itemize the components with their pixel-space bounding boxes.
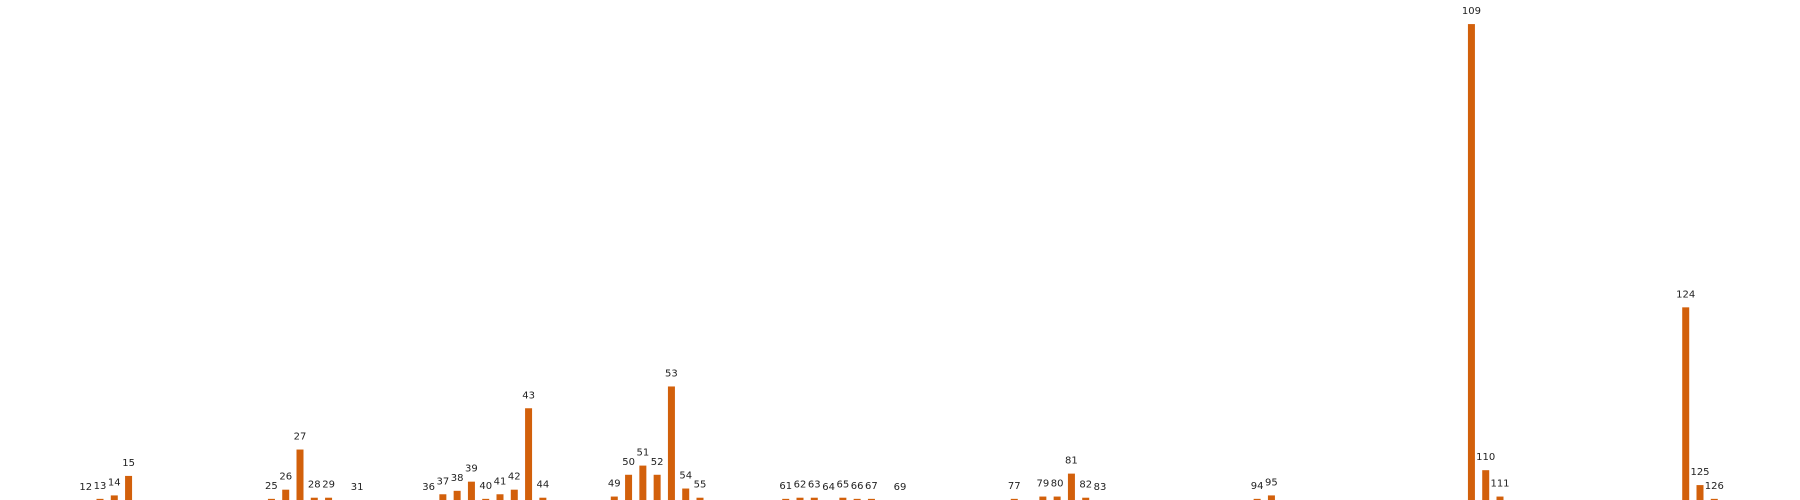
bar: [1253, 498, 1261, 500]
bar: [1067, 473, 1075, 500]
bar: [853, 498, 861, 500]
bar-label: 61: [779, 481, 792, 492]
bar-label: 50: [622, 457, 635, 468]
bar-label: 43: [522, 390, 535, 401]
bar: [610, 496, 618, 500]
bar: [1496, 496, 1504, 500]
bar-label: 80: [1051, 479, 1064, 490]
bar: [496, 494, 504, 500]
bar: [810, 497, 818, 500]
bar-label: 52: [651, 457, 664, 468]
bar-label: 95: [1265, 477, 1278, 488]
bar: [1039, 496, 1047, 500]
bar: [1696, 485, 1704, 500]
bar: [325, 497, 333, 500]
bar-label: 67: [865, 481, 878, 492]
bar-label: 44: [536, 480, 549, 491]
bar-label: 111: [1490, 479, 1509, 490]
bar: [125, 475, 133, 500]
bar: [296, 449, 304, 500]
bar-label: 54: [679, 471, 692, 482]
bar-label: 63: [808, 480, 821, 491]
bar-label: 12: [79, 482, 92, 493]
bar-label: 79: [1036, 479, 1049, 490]
bar: [1082, 497, 1090, 500]
bar: [1267, 495, 1275, 500]
bar-label: 27: [294, 432, 307, 443]
bar-label: 41: [494, 476, 507, 487]
bar: [482, 498, 490, 500]
bar: [110, 495, 118, 500]
bar-label: 126: [1705, 481, 1724, 492]
bar: [1710, 498, 1718, 500]
bar: [696, 497, 704, 500]
bar: [1682, 307, 1690, 500]
bar-label: 13: [94, 481, 107, 492]
bar-label: 69: [894, 482, 907, 493]
bar: [782, 498, 790, 500]
bar-label: 29: [322, 480, 335, 491]
bar-label: 64: [822, 482, 835, 493]
bar-label: 65: [836, 480, 849, 491]
bar-label: 62: [794, 480, 807, 491]
bar-label: 81: [1065, 456, 1078, 467]
bar: [796, 497, 804, 500]
bar-label: 40: [479, 481, 492, 492]
bar-label: 55: [694, 480, 707, 491]
bar: [310, 497, 318, 500]
bar-label: 39: [465, 464, 478, 475]
bar-label: 14: [108, 477, 121, 488]
bar: [453, 490, 461, 500]
bar-label: 42: [508, 472, 521, 483]
bar-label: 38: [451, 473, 464, 484]
bar-label: 109: [1462, 6, 1481, 17]
bar-label: 49: [608, 479, 621, 490]
bar: [867, 498, 875, 500]
bar-label: 28: [308, 480, 321, 491]
bar: [267, 498, 275, 500]
bar: [1467, 24, 1475, 500]
bar-label: 25: [265, 481, 278, 492]
bar: [667, 386, 675, 500]
bar-label: 36: [422, 482, 435, 493]
bar: [467, 481, 475, 500]
bar-label: 15: [122, 458, 135, 469]
bar: [510, 489, 518, 500]
bar-label: 37: [436, 476, 449, 487]
bar-label: 110: [1476, 452, 1495, 463]
bar: [96, 498, 104, 500]
bar: [839, 497, 847, 500]
bar: [653, 474, 661, 500]
bar-label: 83: [1094, 482, 1107, 493]
bar: [639, 465, 647, 500]
bar-label: 125: [1690, 467, 1709, 478]
bar-label: 66: [851, 481, 864, 492]
bar-label: 77: [1008, 481, 1021, 492]
bar: [439, 494, 447, 500]
bar: [682, 488, 690, 500]
bar-label: 53: [665, 368, 678, 379]
bar-label: 124: [1676, 289, 1695, 300]
bar: [282, 489, 290, 500]
bar: [625, 474, 633, 500]
bar-label: 51: [636, 448, 649, 459]
bar: [525, 408, 533, 500]
bar-label: 94: [1251, 481, 1264, 492]
bar-label: 82: [1079, 480, 1092, 491]
bar: [1053, 496, 1061, 500]
bar: [1482, 470, 1490, 500]
bar-label: 26: [279, 472, 292, 483]
bar: [539, 497, 547, 500]
bar: [1010, 498, 1018, 500]
bar-label: 31: [351, 482, 364, 493]
